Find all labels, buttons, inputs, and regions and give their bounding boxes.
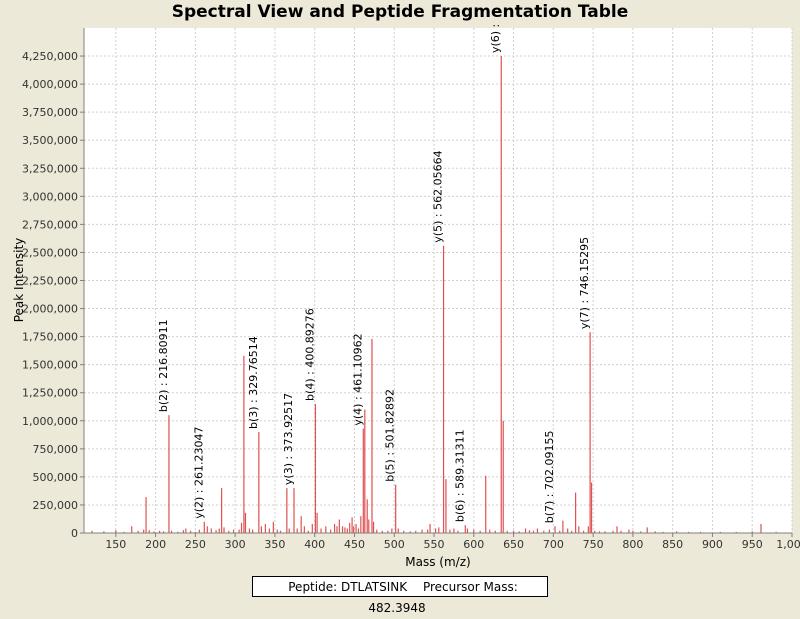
x-tick-label: 700 xyxy=(543,538,564,551)
x-tick-label: 300 xyxy=(225,538,246,551)
y-tick-label: 3,000,000 xyxy=(22,190,78,203)
x-tick-label: 600 xyxy=(463,538,484,551)
x-tick-label: 250 xyxy=(185,538,206,551)
x-tick-label: 150 xyxy=(105,538,126,551)
x-tick-label: 650 xyxy=(503,538,524,551)
x-tick-label: 450 xyxy=(344,538,365,551)
grid xyxy=(84,28,793,533)
y-tick-label: 3,500,000 xyxy=(22,134,78,147)
peak-annotation: y(6) : xyxy=(489,24,502,53)
y-axis-label: Peak Intensity xyxy=(12,238,26,323)
y-tick-label: 250,000 xyxy=(33,499,79,512)
x-tick-label: 950 xyxy=(742,538,763,551)
x-tick-label: 850 xyxy=(662,538,683,551)
y-tick-label: 2,750,000 xyxy=(22,218,78,231)
x-tick-label: 550 xyxy=(424,538,445,551)
axes: 0 250,000 500,000 750,000 1,000,000 1,250,000… xyxy=(22,28,800,551)
y-tick-label: 1,000,000 xyxy=(22,415,78,428)
x-tick-label: 750 xyxy=(583,538,604,551)
chart-title: Spectral View and Peptide Fragmentation … xyxy=(171,2,629,22)
peak-annotation: b(4) : 400.89276 xyxy=(303,308,316,401)
peak-annotation: b(6) : 589.31311 xyxy=(453,429,466,522)
peak-annotation: y(7) : 746.15295 xyxy=(578,237,591,329)
peak-annotation: b(5) : 501.82892 xyxy=(384,389,397,482)
spectrum-plot: b(2) : 216.80911 y(2) : 261.23047 b(3) : 3… xyxy=(12,24,800,569)
peak-annotation: b(2) : 216.80911 xyxy=(157,319,170,412)
y-tick-label: 2,250,000 xyxy=(22,275,78,288)
x-tick-label: 400 xyxy=(304,538,325,551)
peak-annotation: y(5) : 562.05664 xyxy=(432,150,445,242)
x-tick-label: 900 xyxy=(702,538,723,551)
y-tick-label: 750,000 xyxy=(33,443,79,456)
peak-annotation: y(4) : 461.10962 xyxy=(351,333,364,425)
y-tick-label: 0 xyxy=(71,527,78,540)
y-tick-label: 4,000,000 xyxy=(22,78,78,91)
y-tick-label: 500,000 xyxy=(33,471,79,484)
x-tick-label: 200 xyxy=(145,538,166,551)
y-tick-label: 2,000,000 xyxy=(22,303,78,316)
x-tick-label: 800 xyxy=(622,538,643,551)
y-tick-label: 1,500,000 xyxy=(22,359,78,372)
y-tick-label: 4,250,000 xyxy=(22,50,78,63)
legend-box: Peptide: DTLATSINK Precursor Mass: 482.3… xyxy=(252,576,548,615)
y-tick-label: 2,500,000 xyxy=(22,246,78,259)
x-tick-label: 350 xyxy=(264,538,285,551)
peak-annotation: y(2) : 261.23047 xyxy=(192,426,205,518)
annotations: b(2) : 216.80911 y(2) : 261.23047 b(3) : 3… xyxy=(157,24,591,524)
x-axis-label: Mass (m/z) xyxy=(405,555,470,569)
x-tick-label: 500 xyxy=(384,538,405,551)
y-tick-label: 3,750,000 xyxy=(22,106,78,119)
peak-annotation: b(7) : 702.09155 xyxy=(543,431,556,524)
y-tick-label: 1,250,000 xyxy=(22,387,78,400)
peak-annotation: b(3) : 329.76514 xyxy=(247,336,260,429)
x-tick-label: 1,000 xyxy=(776,538,800,551)
legend-peptide: Peptide: DTLATSINK xyxy=(288,580,408,594)
y-tick-label: 1,750,000 xyxy=(22,331,78,344)
chart-area: b(2) : 216.80911 y(2) : 261.23047 b(3) : 3… xyxy=(12,24,800,569)
y-tick-label: 3,250,000 xyxy=(22,162,78,175)
peak-annotation: y(3) : 373.92517 xyxy=(282,393,295,485)
